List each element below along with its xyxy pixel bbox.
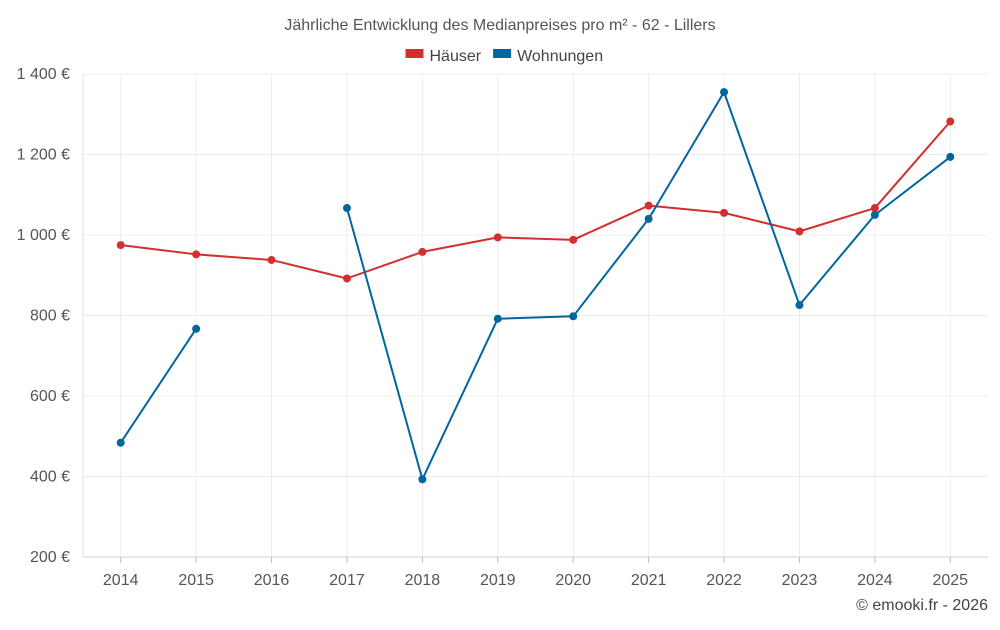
legend-item[interactable]: Wohnungen [493,48,603,65]
data-point[interactable] [116,438,125,447]
data-point[interactable] [418,475,427,484]
y-tick-label: 200 € [30,549,70,566]
x-tick-label: 2017 [329,572,365,589]
x-tick-label: 2024 [857,572,893,589]
y-tick-label: 800 € [30,308,70,325]
credit-text: © emooki.fr - 2026 [856,597,988,614]
legend-swatch [405,49,424,58]
y-tick-label: 400 € [30,469,70,486]
data-point[interactable] [192,250,201,259]
x-tick-label: 2023 [782,572,818,589]
x-tick-label: 2025 [932,572,968,589]
legend-label: Häuser [430,48,482,65]
x-tick-label: 2016 [254,572,290,589]
grid [82,73,988,558]
data-point[interactable] [418,247,427,256]
data-point[interactable] [192,324,201,333]
x-axis: 2014 2015 2016 2017 2018 2019 2020 2021 2022 2023… [103,557,968,589]
data-point[interactable] [870,210,879,219]
data-point[interactable] [644,201,653,210]
series-1 [116,88,955,484]
x-tick-label: 2019 [480,572,516,589]
chart-title: Jährliche Entwicklung des Medianpreises … [284,17,715,34]
y-tick-label: 600 € [30,388,70,405]
y-tick-label: 1 000 € [17,227,70,244]
legend: Häuser Wohnungen [405,48,603,65]
legend-swatch [493,49,512,58]
data-point[interactable] [720,88,729,97]
x-tick-label: 2018 [405,572,441,589]
data-point[interactable] [569,235,578,244]
data-point[interactable] [116,241,125,250]
series-layer [116,88,955,484]
series-0 [116,117,955,283]
data-point[interactable] [267,255,276,264]
x-tick-label: 2020 [555,572,591,589]
data-point[interactable] [795,227,804,236]
data-point[interactable] [946,117,955,126]
data-point[interactable] [342,204,351,213]
series-line [120,120,952,280]
data-point[interactable] [946,152,955,161]
y-tick-label: 1 400 € [17,66,70,83]
data-point[interactable] [493,314,502,323]
data-point[interactable] [569,312,578,321]
data-point[interactable] [795,301,804,310]
x-tick-label: 2022 [706,572,742,589]
legend-label: Wohnungen [517,48,603,65]
y-axis: 1 400 € 1 200 € 1 000 € 800 € 600 € 400 € 200 … [17,66,70,566]
data-point[interactable] [720,208,729,217]
data-point[interactable] [493,233,502,242]
data-point[interactable] [342,274,351,283]
x-tick-label: 2014 [103,572,139,589]
x-tick-label: 2021 [631,572,667,589]
data-point[interactable] [644,214,653,223]
x-tick-label: 2015 [178,572,214,589]
y-tick-label: 1 200 € [17,147,70,164]
legend-item[interactable]: Häuser [405,48,482,65]
data-point[interactable] [870,204,879,213]
series-line [119,328,197,444]
